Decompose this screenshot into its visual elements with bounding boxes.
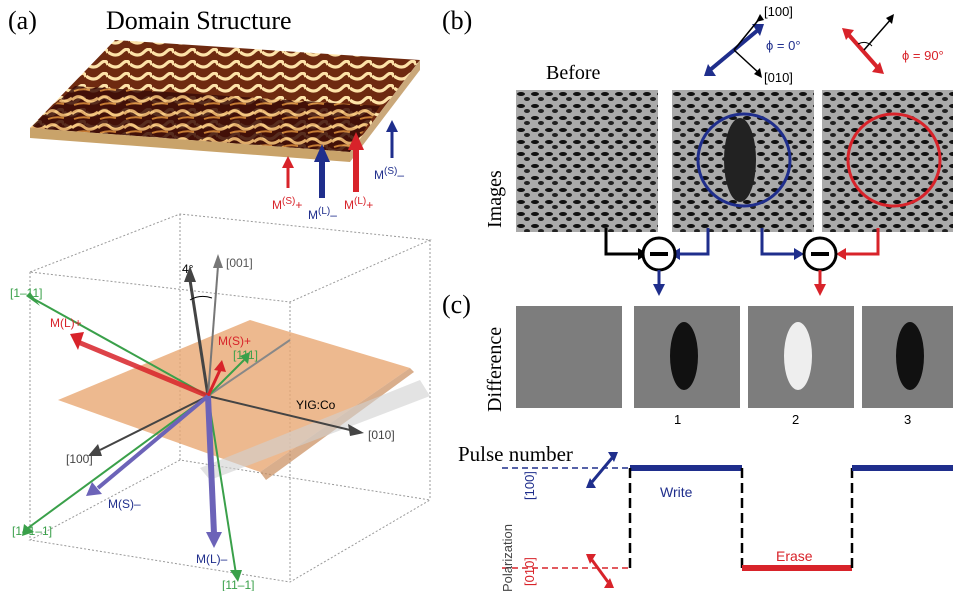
ms-minus-label: M(S)– xyxy=(374,166,405,182)
ml-plus-label: M(L)+ xyxy=(344,196,374,212)
ms-plus-label: M(S)+ xyxy=(272,196,303,212)
image-phi0 xyxy=(672,90,814,232)
ml-plus-crystal-label: M(L)+ xyxy=(50,316,82,330)
dir-010-b-label: [010] xyxy=(764,70,793,85)
before-label: Before xyxy=(546,62,601,84)
difference-image-0 xyxy=(516,306,622,408)
dir-11m1-label: [11–1] xyxy=(222,578,255,591)
material-label: YIG:Co xyxy=(296,398,336,412)
angle-label: 4° xyxy=(182,262,194,276)
panel-a-title: Domain Structure xyxy=(106,6,292,35)
dir-001-label: [001] xyxy=(226,256,253,270)
pulse-number-2: 2 xyxy=(792,412,800,427)
dir-1m1m1-label: [1–1–1] xyxy=(12,524,53,538)
dir-010-label: [010] xyxy=(368,428,395,442)
difference-ylabel: Difference xyxy=(484,326,506,412)
difference-image-3 xyxy=(862,306,953,408)
panel-a-label: (a) xyxy=(8,6,37,35)
images-ylabel: Images xyxy=(484,170,506,228)
pulse-number-1: 1 xyxy=(674,412,682,427)
pulse-number-title: Pulse number xyxy=(458,442,573,466)
domain-structure-block xyxy=(30,40,420,162)
difference-image-1 xyxy=(634,306,740,408)
dir-1m11-label: [1–11] xyxy=(10,286,43,300)
ml-minus-label: M(L)– xyxy=(308,206,337,222)
ms-plus-crystal-label: M(S)+ xyxy=(218,334,251,348)
image-before xyxy=(516,90,658,232)
phi0-label: ϕ = 0° xyxy=(766,38,801,53)
level-010-label: [010] xyxy=(522,557,537,586)
polarization-indicators xyxy=(704,14,894,78)
erase-label: Erase xyxy=(776,548,813,564)
crystal-orientation-diagram xyxy=(22,213,432,583)
magnetization-arrows xyxy=(282,120,398,198)
difference-image-2 xyxy=(748,306,854,408)
dir-111-label: [111] xyxy=(233,348,258,362)
write-label: Write xyxy=(660,484,693,500)
pulse-number-3: 3 xyxy=(904,412,912,427)
dir-100-label: [100] xyxy=(66,452,93,466)
dir-100-b-label: [100] xyxy=(764,4,793,19)
panel-b-label: (b) xyxy=(442,6,473,35)
panel-c-label: (c) xyxy=(442,290,471,319)
ml-minus-crystal-label: M(L)– xyxy=(196,552,228,566)
polarization-timing-diagram xyxy=(502,452,953,588)
image-phi90 xyxy=(822,90,953,232)
phi90-label: ϕ = 90° xyxy=(902,48,944,63)
level-100-label: [100] xyxy=(522,471,537,500)
ms-minus-crystal-label: M(S)– xyxy=(108,497,141,511)
subtraction-connectors xyxy=(604,228,880,296)
polarization-ylabel: Polarization xyxy=(500,524,515,591)
